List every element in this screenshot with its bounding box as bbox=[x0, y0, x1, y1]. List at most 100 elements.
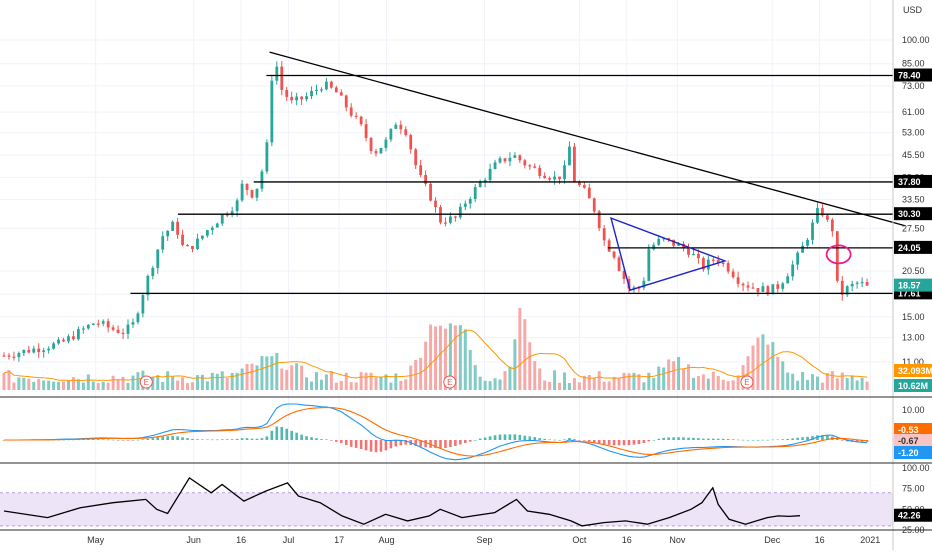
volume-bar bbox=[260, 356, 264, 390]
candle-body bbox=[830, 219, 834, 232]
volume-bar bbox=[324, 374, 328, 390]
macd-histogram-bar bbox=[434, 440, 437, 449]
candle-body bbox=[280, 66, 284, 90]
candle-body bbox=[86, 324, 90, 329]
volume-bar bbox=[766, 344, 770, 390]
macd-histogram-bar bbox=[176, 436, 179, 440]
macd-histogram-bar bbox=[855, 440, 859, 443]
candle-body bbox=[32, 348, 36, 353]
macd-histogram-bar bbox=[821, 435, 824, 440]
volume-bar bbox=[280, 368, 284, 390]
candle-body bbox=[300, 96, 304, 100]
macd-histogram-bar bbox=[161, 436, 165, 440]
macd-histogram-bar bbox=[439, 440, 442, 449]
macd-histogram-bar bbox=[860, 440, 864, 443]
volume-bar bbox=[815, 376, 819, 390]
candle-body bbox=[235, 200, 239, 212]
macd-histogram-bar bbox=[746, 439, 750, 441]
volume-bar bbox=[865, 381, 869, 390]
volume-bar bbox=[637, 374, 641, 390]
price-axis[interactable]: 100.0085.0073.0061.0053.0045.5039.0033.5… bbox=[902, 35, 930, 367]
macd-histogram-bar bbox=[126, 440, 130, 441]
volume-bar bbox=[305, 377, 309, 390]
candle-body bbox=[746, 285, 750, 288]
x-axis-label: 16 bbox=[236, 535, 246, 545]
volume-bar bbox=[2, 372, 6, 390]
volume-bar bbox=[538, 368, 542, 390]
candle-body bbox=[835, 231, 839, 281]
x-axis-label: 2021 bbox=[860, 535, 880, 545]
macd-histogram-bar bbox=[607, 440, 611, 445]
volume-bar bbox=[791, 373, 795, 390]
drawing-overlays bbox=[130, 51, 906, 295]
volume-bar bbox=[845, 378, 849, 390]
macd-line bbox=[4, 403, 868, 461]
macd-histogram-bar bbox=[518, 434, 522, 440]
candle-body bbox=[374, 151, 378, 154]
price-tick-label: 11.00 bbox=[902, 357, 924, 367]
volume-bar bbox=[652, 377, 656, 390]
candle-body bbox=[2, 355, 6, 357]
macd-histogram-bar bbox=[201, 439, 204, 440]
volume-bar bbox=[136, 372, 140, 390]
last-price-tag: 18.57 bbox=[898, 281, 921, 291]
volume-bar bbox=[682, 369, 686, 390]
candle-body bbox=[176, 221, 180, 235]
macd-histogram-bar bbox=[191, 438, 194, 440]
level-price-tag: 37.80 bbox=[898, 177, 921, 187]
volume-bar bbox=[553, 370, 557, 390]
rsi-line bbox=[3, 476, 801, 527]
x-axis-label: Jun bbox=[186, 535, 201, 545]
volume-bar bbox=[200, 374, 204, 390]
macd-histogram-bar bbox=[136, 439, 140, 441]
candle-body bbox=[379, 147, 383, 154]
volume-bar bbox=[47, 380, 51, 390]
volume-bar bbox=[250, 363, 254, 390]
price-tick-label: 73.00 bbox=[902, 81, 925, 91]
volume-bar bbox=[319, 379, 323, 390]
volume-bar bbox=[820, 382, 824, 390]
macd-histogram-bar bbox=[806, 436, 809, 440]
candle-body bbox=[791, 264, 795, 277]
volume-bar bbox=[438, 325, 442, 390]
candle-body bbox=[458, 206, 462, 218]
candle-body bbox=[81, 328, 85, 330]
candle-body bbox=[42, 350, 46, 353]
macd-tick-label: 10.00 bbox=[902, 405, 925, 415]
macd-histogram-bar bbox=[483, 437, 487, 440]
volume-bar bbox=[7, 370, 11, 390]
candle-body bbox=[597, 211, 601, 229]
volume-bar bbox=[686, 364, 690, 390]
macd-histogram-bar bbox=[320, 439, 323, 440]
candle-body bbox=[166, 230, 170, 237]
macd-histogram-bar bbox=[776, 439, 780, 441]
macd-histogram-bar bbox=[716, 438, 720, 440]
candle-body bbox=[781, 283, 785, 289]
candle-body bbox=[582, 185, 586, 188]
price-tick-label: 45.50 bbox=[902, 150, 925, 160]
macd-histogram-bar bbox=[652, 439, 656, 441]
candle-body bbox=[701, 258, 705, 270]
macd-histogram-bar bbox=[612, 440, 616, 446]
x-axis-label: Nov bbox=[669, 535, 686, 545]
candle-body bbox=[106, 321, 110, 328]
volume-bar bbox=[463, 329, 467, 390]
candle-body bbox=[320, 89, 323, 91]
volume-bar bbox=[344, 372, 348, 390]
volume-bar bbox=[786, 372, 790, 390]
volume-bar bbox=[111, 375, 115, 390]
volume-bar bbox=[860, 377, 864, 390]
candle-body bbox=[429, 183, 432, 201]
macd-histogram-bar bbox=[146, 438, 150, 440]
candle-body bbox=[806, 239, 809, 246]
macd-histogram-bar bbox=[801, 437, 804, 440]
macd-histogram-bar bbox=[721, 438, 725, 440]
candle-body bbox=[756, 288, 760, 292]
candle-body bbox=[57, 339, 60, 344]
macd-histogram-bar bbox=[667, 437, 670, 440]
volume-bar bbox=[721, 379, 725, 390]
macd-histogram-bar bbox=[558, 439, 561, 441]
volume-bar bbox=[225, 378, 229, 390]
volume-bar bbox=[354, 382, 358, 390]
candle-body bbox=[12, 356, 16, 358]
